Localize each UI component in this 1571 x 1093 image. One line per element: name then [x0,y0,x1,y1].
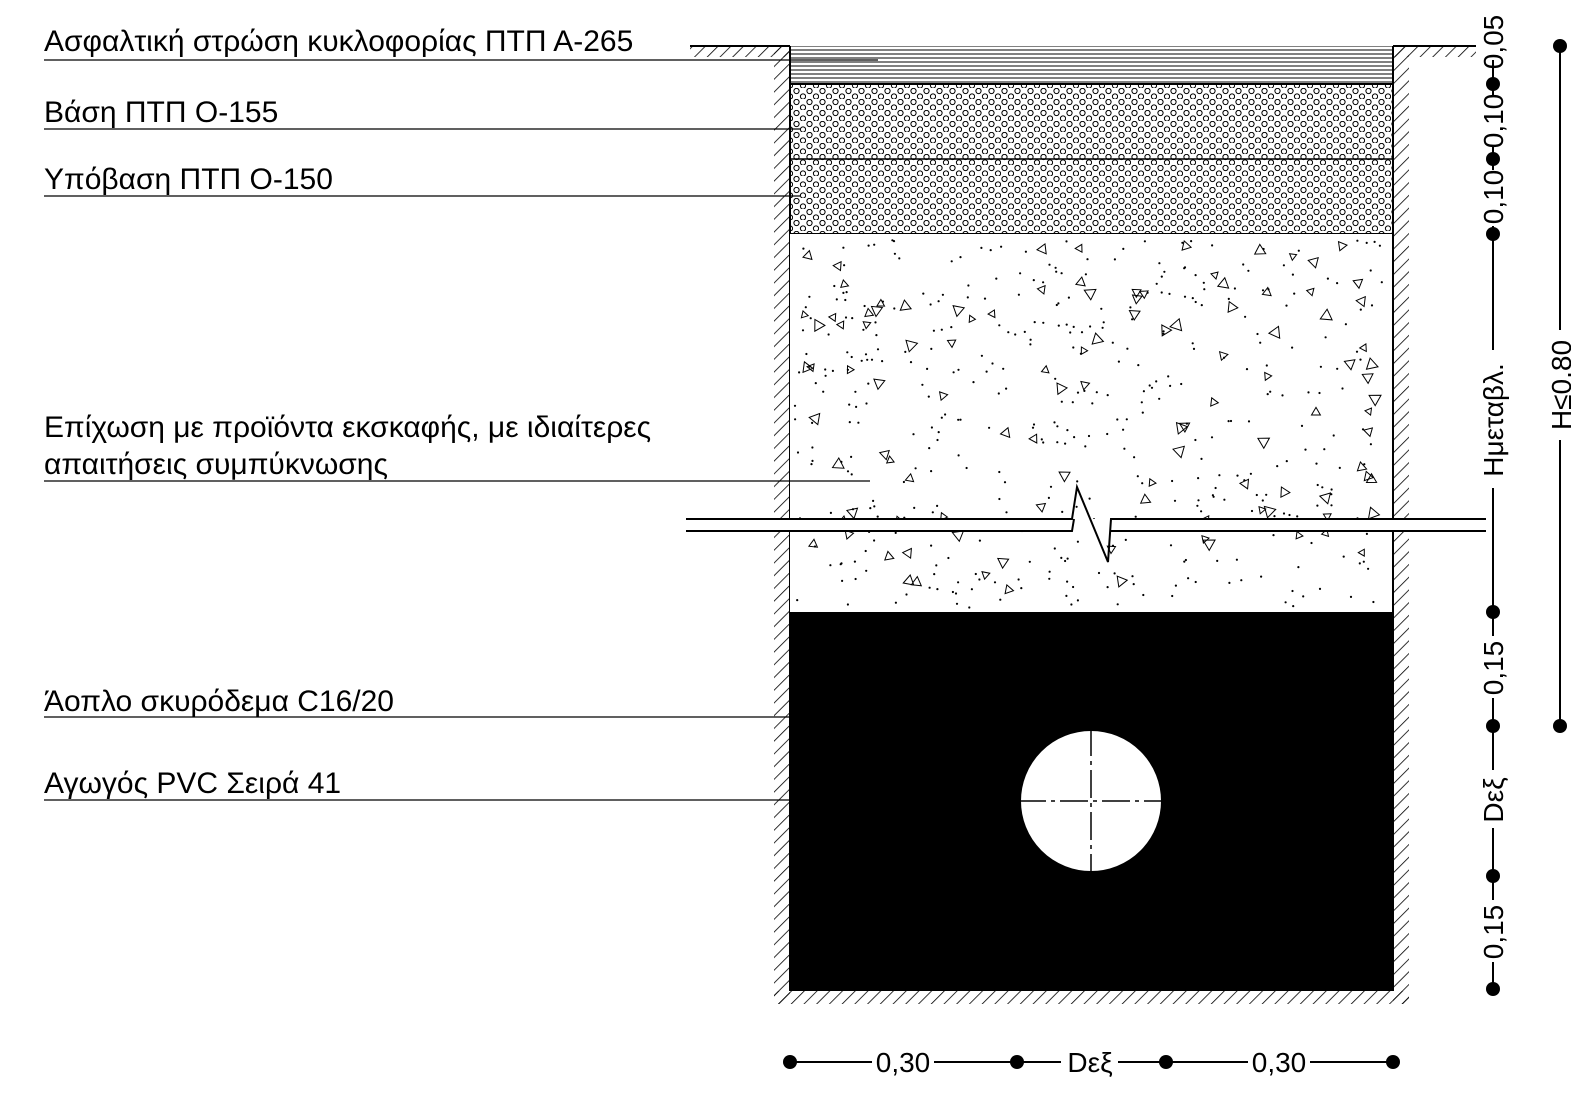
base-layer [790,84,1393,159]
label-pvc-pipe: Αγωγός PVC Σειρά 41 [44,767,341,800]
dim-far-right-total: H≤0,80 [1546,340,1571,430]
backfill-layer [790,234,1393,612]
label-concrete-bed: Άοπλο σκυρόδεμα C16/20 [44,685,394,718]
subbase-layer [790,159,1393,234]
dim-bottom-left: 0,30 [876,1047,931,1078]
dim-right-pipe: Dεξ [1478,777,1509,822]
trench-bottom [774,991,1409,1004]
label-backfill-line1: Επίχωση με προϊόντα εκσκαφής, με ιδιαίτε… [44,411,651,444]
dim-right-subbase: 0,10 [1478,170,1509,225]
right-dimension-line [1476,22,1510,996]
label-asphalt-layer: Ασφαλτική στρώση κυκλοφορίας ΠΤΠ Α-265 [44,25,633,58]
asphalt-layer [790,46,1393,84]
label-backfill-line2: απαιτήσεις συμπύκνωσης [44,448,388,481]
dim-right-concrete-top: 0,15 [1478,641,1509,696]
dim-right-base: 0,10 [1478,94,1509,149]
dim-right-asphalt: 0,05 [1478,15,1509,70]
dim-right-variable-height: Hμεταβλ. [1478,363,1509,477]
dim-bottom-right: 0,30 [1252,1047,1307,1078]
dim-bottom-mid: Dεξ [1067,1047,1112,1078]
label-subbase-layer: Υπόβαση ΠΤΠ Ο-150 [44,163,333,196]
label-base-layer: Βάση ΠΤΠ Ο-155 [44,96,278,129]
dim-right-concrete-bottom: 0,15 [1478,905,1509,960]
